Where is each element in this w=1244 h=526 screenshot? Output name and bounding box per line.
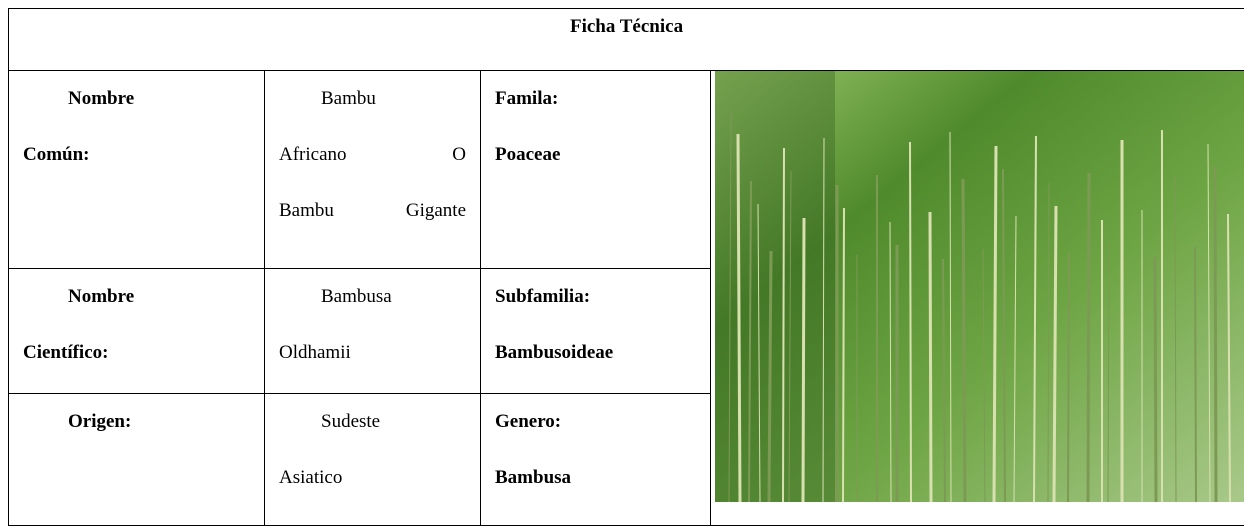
cell: Famila:Poaceae — [481, 71, 711, 269]
stalk — [1068, 253, 1069, 502]
stalk — [738, 134, 740, 502]
stalk — [930, 212, 931, 502]
cell: Subfamilia:Bambusoideae — [481, 269, 711, 394]
bamboo-photo — [711, 71, 1244, 526]
stalk — [783, 148, 784, 502]
stalk — [1195, 247, 1196, 502]
cell-text: Bambusoideae — [495, 325, 696, 381]
cell-text: Africano O — [279, 127, 466, 183]
sheet-title: Ficha Técnica — [9, 9, 1244, 71]
cell-text: Científico: — [23, 325, 250, 381]
cell-text: Subfamilia: — [495, 269, 696, 325]
stalk — [994, 146, 996, 502]
cell-text: Poaceae — [495, 127, 696, 183]
cell-text: Común: — [23, 127, 250, 183]
cell-text: Bambusa — [279, 269, 466, 325]
stalk — [910, 142, 911, 502]
stalk — [1155, 257, 1156, 502]
cell-text: Sudeste — [279, 394, 466, 450]
cell-text: Oldhamii — [279, 325, 466, 381]
cell: Origen: — [9, 394, 265, 526]
stalk — [963, 179, 965, 502]
photo — [711, 71, 1244, 502]
cell-text: Nombre — [23, 269, 250, 325]
cell-text: Asiatico — [279, 450, 466, 506]
cell: Genero:Bambusa — [481, 394, 711, 526]
cell-text: Bambusa — [495, 450, 696, 506]
stalk — [1088, 173, 1089, 502]
cell-text: Famila: — [495, 71, 696, 127]
stalk — [769, 251, 771, 502]
cell-text: Bambu Gigante — [279, 183, 466, 239]
stalk — [1215, 167, 1216, 502]
stalk — [1054, 206, 1056, 502]
stalk — [843, 208, 844, 502]
cell-text: Origen: — [23, 394, 250, 450]
cell-text: Nombre — [23, 71, 250, 127]
cell-text: Bambu — [279, 71, 466, 127]
cell-text: Genero: — [495, 394, 696, 450]
stalk — [803, 218, 804, 502]
